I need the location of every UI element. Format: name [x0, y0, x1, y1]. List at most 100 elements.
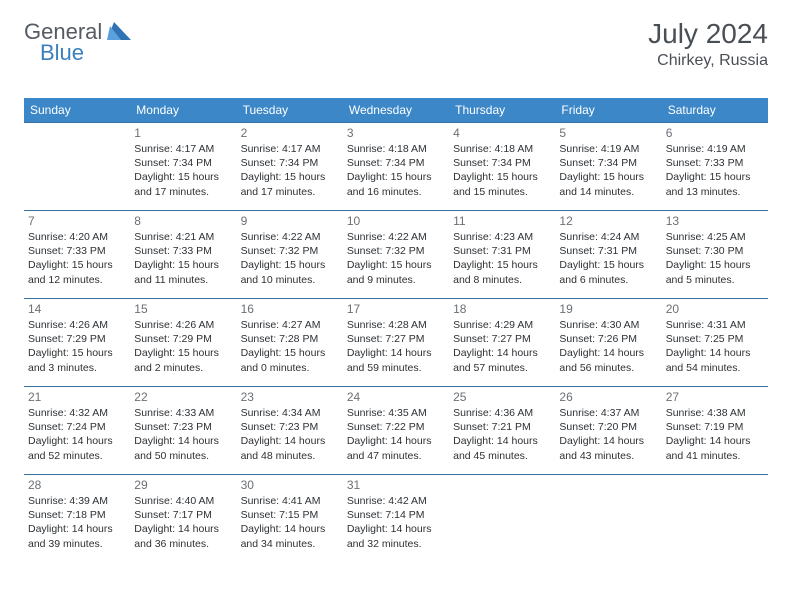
day-number: 24: [347, 390, 445, 404]
day-number: 5: [559, 126, 657, 140]
day-info: Sunrise: 4:38 AMSunset: 7:19 PMDaylight:…: [666, 406, 764, 463]
day-info: Sunrise: 4:22 AMSunset: 7:32 PMDaylight:…: [347, 230, 445, 287]
day-number: 4: [453, 126, 551, 140]
calendar-cell: 8 Sunrise: 4:21 AMSunset: 7:33 PMDaylight…: [130, 211, 236, 299]
calendar-cell: 25Sunrise: 4:36 AMSunset: 7:21 PMDayligh…: [449, 387, 555, 475]
day-info: Sunrise: 4:17 AMSunset: 7:34 PMDaylight:…: [241, 142, 339, 199]
day-number: 7: [28, 214, 126, 228]
calendar-cell: 4Sunrise: 4:18 AMSunset: 7:34 PMDaylight…: [449, 123, 555, 211]
calendar-cell: 6 Sunrise: 4:19 AMSunset: 7:33 PMDaylight…: [662, 123, 768, 211]
calendar-body: 1 Sunrise: 4:17 AMSunset: 7:34 PMDaylight…: [24, 123, 768, 563]
day-info: Sunrise: 4:39 AMSunset: 7:18 PMDaylight:…: [28, 494, 126, 551]
day-number: 23: [241, 390, 339, 404]
day-info: Sunrise: 4:17 AMSunset: 7:34 PMDaylight:…: [134, 142, 232, 199]
calendar-cell: [662, 475, 768, 563]
day-number: 9: [241, 214, 339, 228]
day-info: Sunrise: 4:28 AMSunset: 7:27 PMDaylight:…: [347, 318, 445, 375]
calendar-cell: 18 Sunrise: 4:29 AMSunset: 7:27 PMDayligh…: [449, 299, 555, 387]
day-number: 26: [559, 390, 657, 404]
day-info: Sunrise: 4:24 AMSunset: 7:31 PMDaylight:…: [559, 230, 657, 287]
dayname-header: Thursday: [449, 98, 555, 123]
day-info: Sunrise: 4:35 AMSunset: 7:22 PMDaylight:…: [347, 406, 445, 463]
calendar-cell: 17 Sunrise: 4:28 AMSunset: 7:27 PMDayligh…: [343, 299, 449, 387]
calendar-cell: 5 Sunrise: 4:19 AMSunset: 7:34 PMDaylight…: [555, 123, 661, 211]
calendar-cell: [555, 475, 661, 563]
day-number: 18: [453, 302, 551, 316]
day-number: 8: [134, 214, 232, 228]
calendar-week-row: 28 Sunrise: 4:39 AMSunset: 7:18 PMDayligh…: [24, 475, 768, 563]
day-number: 6: [666, 126, 764, 140]
calendar-cell: 13 Sunrise: 4:25 AMSunset: 7:30 PMDayligh…: [662, 211, 768, 299]
calendar-cell: 21Sunrise: 4:32 AMSunset: 7:24 PMDayligh…: [24, 387, 130, 475]
calendar-week-row: 14 Sunrise: 4:26 AMSunset: 7:29 PMDayligh…: [24, 299, 768, 387]
day-info: Sunrise: 4:41 AMSunset: 7:15 PMDaylight:…: [241, 494, 339, 551]
calendar-cell: [24, 123, 130, 211]
day-number: 29: [134, 478, 232, 492]
calendar-cell: [449, 475, 555, 563]
calendar-cell: 24 Sunrise: 4:35 AMSunset: 7:22 PMDayligh…: [343, 387, 449, 475]
dayname-header: Friday: [555, 98, 661, 123]
calendar-cell: 27 Sunrise: 4:38 AMSunset: 7:19 PMDayligh…: [662, 387, 768, 475]
day-info: Sunrise: 4:29 AMSunset: 7:27 PMDaylight:…: [453, 318, 551, 375]
day-number: 30: [241, 478, 339, 492]
day-number: 22: [134, 390, 232, 404]
day-info: Sunrise: 4:33 AMSunset: 7:23 PMDaylight:…: [134, 406, 232, 463]
day-number: 31: [347, 478, 445, 492]
logo-blue-text: Blue: [40, 40, 84, 65]
day-info: Sunrise: 4:19 AMSunset: 7:34 PMDaylight:…: [559, 142, 657, 199]
day-info: Sunrise: 4:26 AMSunset: 7:29 PMDaylight:…: [134, 318, 232, 375]
day-number: 1: [134, 126, 232, 140]
calendar-cell: 30 Sunrise: 4:41 AMSunset: 7:15 PMDayligh…: [237, 475, 343, 563]
logo-mark-icon: [107, 18, 131, 45]
day-number: 28: [28, 478, 126, 492]
day-number: 20: [666, 302, 764, 316]
day-number: 17: [347, 302, 445, 316]
calendar-cell: 9 Sunrise: 4:22 AMSunset: 7:32 PMDaylight…: [237, 211, 343, 299]
day-info: Sunrise: 4:22 AMSunset: 7:32 PMDaylight:…: [241, 230, 339, 287]
calendar-table: SundayMondayTuesdayWednesdayThursdayFrid…: [24, 98, 768, 563]
dayname-header: Saturday: [662, 98, 768, 123]
calendar-cell: 15 Sunrise: 4:26 AMSunset: 7:29 PMDayligh…: [130, 299, 236, 387]
day-number: 14: [28, 302, 126, 316]
title-block: July 2024 Chirkey, Russia: [648, 18, 768, 70]
day-number: 13: [666, 214, 764, 228]
dayname-header: Tuesday: [237, 98, 343, 123]
day-info: Sunrise: 4:36 AMSunset: 7:21 PMDaylight:…: [453, 406, 551, 463]
day-info: Sunrise: 4:25 AMSunset: 7:30 PMDaylight:…: [666, 230, 764, 287]
day-number: 21: [28, 390, 126, 404]
day-info: Sunrise: 4:19 AMSunset: 7:33 PMDaylight:…: [666, 142, 764, 199]
day-info: Sunrise: 4:37 AMSunset: 7:20 PMDaylight:…: [559, 406, 657, 463]
day-number: 10: [347, 214, 445, 228]
day-info: Sunrise: 4:26 AMSunset: 7:29 PMDaylight:…: [28, 318, 126, 375]
calendar-cell: 1 Sunrise: 4:17 AMSunset: 7:34 PMDaylight…: [130, 123, 236, 211]
day-number: 2: [241, 126, 339, 140]
day-info: Sunrise: 4:21 AMSunset: 7:33 PMDaylight:…: [134, 230, 232, 287]
dayname-header: Wednesday: [343, 98, 449, 123]
calendar-cell: 19Sunrise: 4:30 AMSunset: 7:26 PMDayligh…: [555, 299, 661, 387]
calendar-cell: 16 Sunrise: 4:27 AMSunset: 7:28 PMDayligh…: [237, 299, 343, 387]
day-info: Sunrise: 4:31 AMSunset: 7:25 PMDaylight:…: [666, 318, 764, 375]
day-info: Sunrise: 4:42 AMSunset: 7:14 PMDaylight:…: [347, 494, 445, 551]
day-info: Sunrise: 4:23 AMSunset: 7:31 PMDaylight:…: [453, 230, 551, 287]
header-row: General July 2024 Chirkey, Russia: [24, 18, 768, 70]
location-text: Chirkey, Russia: [648, 52, 768, 70]
day-number: 16: [241, 302, 339, 316]
calendar-cell: 31 Sunrise: 4:42 AMSunset: 7:14 PMDayligh…: [343, 475, 449, 563]
calendar-cell: 23 Sunrise: 4:34 AMSunset: 7:23 PMDayligh…: [237, 387, 343, 475]
month-title: July 2024: [648, 18, 768, 50]
calendar-week-row: 7Sunrise: 4:20 AMSunset: 7:33 PMDaylight…: [24, 211, 768, 299]
day-info: Sunrise: 4:40 AMSunset: 7:17 PMDaylight:…: [134, 494, 232, 551]
calendar-cell: 22 Sunrise: 4:33 AMSunset: 7:23 PMDayligh…: [130, 387, 236, 475]
calendar-cell: 3Sunrise: 4:18 AMSunset: 7:34 PMDaylight…: [343, 123, 449, 211]
calendar-week-row: 1 Sunrise: 4:17 AMSunset: 7:34 PMDaylight…: [24, 123, 768, 211]
day-number: 11: [453, 214, 551, 228]
day-info: Sunrise: 4:27 AMSunset: 7:28 PMDaylight:…: [241, 318, 339, 375]
dayname-header: Sunday: [24, 98, 130, 123]
dayname-row: SundayMondayTuesdayWednesdayThursdayFrid…: [24, 98, 768, 123]
calendar-cell: 10 Sunrise: 4:22 AMSunset: 7:32 PMDayligh…: [343, 211, 449, 299]
calendar-cell: 20 Sunrise: 4:31 AMSunset: 7:25 PMDayligh…: [662, 299, 768, 387]
day-number: 27: [666, 390, 764, 404]
day-number: 15: [134, 302, 232, 316]
day-info: Sunrise: 4:30 AMSunset: 7:26 PMDaylight:…: [559, 318, 657, 375]
day-info: Sunrise: 4:34 AMSunset: 7:23 PMDaylight:…: [241, 406, 339, 463]
